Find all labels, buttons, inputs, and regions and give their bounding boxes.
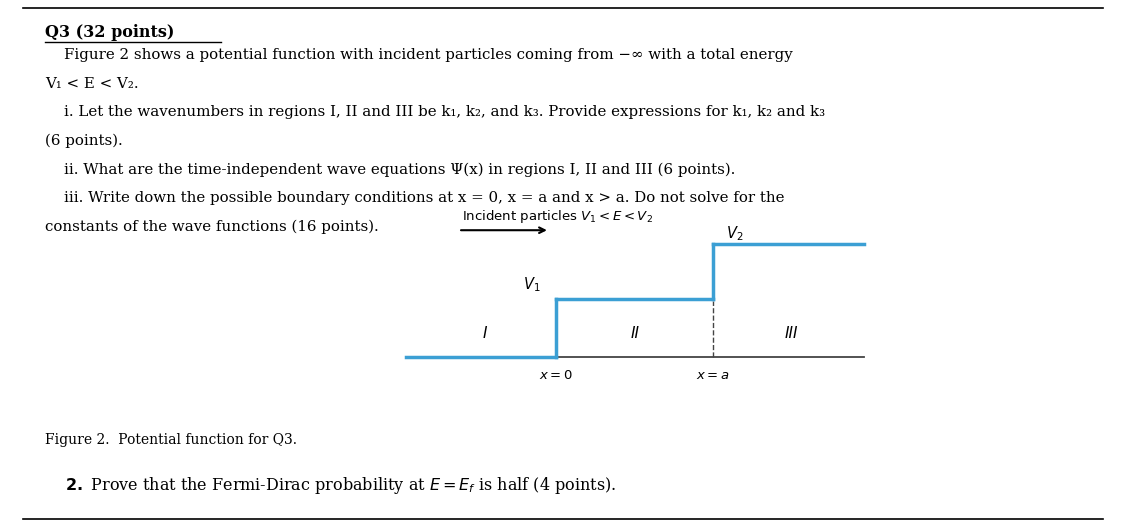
Text: iii. Write down the possible boundary conditions at x = 0, x = a and x > a. Do n: iii. Write down the possible boundary co…	[45, 191, 784, 205]
Text: $x = 0$: $x = 0$	[539, 369, 574, 383]
Text: V₁ < E < V₂.: V₁ < E < V₂.	[45, 77, 138, 91]
Text: i. Let the wavenumbers in regions I, II and III be k₁, k₂, and k₃. Provide expre: i. Let the wavenumbers in regions I, II …	[45, 105, 825, 120]
Text: $x = a$: $x = a$	[696, 369, 730, 383]
Text: I: I	[483, 326, 487, 341]
Text: Figure 2.  Potential function for Q3.: Figure 2. Potential function for Q3.	[45, 433, 297, 447]
Text: Q3 (32 points): Q3 (32 points)	[45, 24, 174, 41]
Text: Incident particles $V_1 < E < V_2$: Incident particles $V_1 < E < V_2$	[462, 208, 652, 225]
Text: Figure 2 shows a potential function with incident particles coming from −∞ with : Figure 2 shows a potential function with…	[45, 48, 793, 63]
Text: $V_2$: $V_2$	[727, 224, 744, 242]
Text: ii. What are the time-independent wave equations Ψ(x) in regions I, II and III (: ii. What are the time-independent wave e…	[45, 162, 736, 177]
Text: II: II	[630, 326, 639, 341]
Text: $V_1$: $V_1$	[523, 275, 541, 294]
Text: constants of the wave functions (16 points).: constants of the wave functions (16 poin…	[45, 219, 379, 233]
Text: III: III	[785, 326, 799, 341]
Text: (6 points).: (6 points).	[45, 134, 123, 148]
Text: $\mathbf{2.}$ Prove that the Fermi-Dirac probability at $E = E_f$ is half (4 poi: $\mathbf{2.}$ Prove that the Fermi-Dirac…	[45, 475, 616, 496]
